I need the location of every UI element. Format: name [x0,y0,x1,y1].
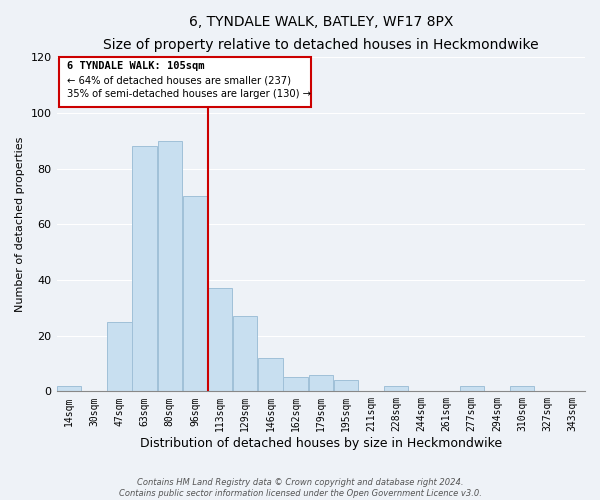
Y-axis label: Number of detached properties: Number of detached properties [15,136,25,312]
Bar [460,386,484,392]
Bar [107,322,131,392]
Text: 35% of semi-detached houses are larger (130) →: 35% of semi-detached houses are larger (… [67,89,311,99]
Bar [208,288,232,392]
Text: ← 64% of detached houses are smaller (237): ← 64% of detached houses are smaller (23… [67,75,290,85]
Bar [158,140,182,392]
Bar [233,316,257,392]
Bar [258,358,283,392]
Bar [334,380,358,392]
X-axis label: Distribution of detached houses by size in Heckmondwike: Distribution of detached houses by size … [140,437,502,450]
Bar [308,374,333,392]
Text: 6 TYNDALE WALK: 105sqm: 6 TYNDALE WALK: 105sqm [67,62,204,72]
Bar [510,386,534,392]
Text: Contains HM Land Registry data © Crown copyright and database right 2024.
Contai: Contains HM Land Registry data © Crown c… [119,478,481,498]
FancyBboxPatch shape [59,57,311,108]
Bar [183,196,207,392]
Title: 6, TYNDALE WALK, BATLEY, WF17 8PX
Size of property relative to detached houses i: 6, TYNDALE WALK, BATLEY, WF17 8PX Size o… [103,15,539,52]
Bar [384,386,409,392]
Bar [57,386,82,392]
Bar [283,378,308,392]
Bar [133,146,157,392]
